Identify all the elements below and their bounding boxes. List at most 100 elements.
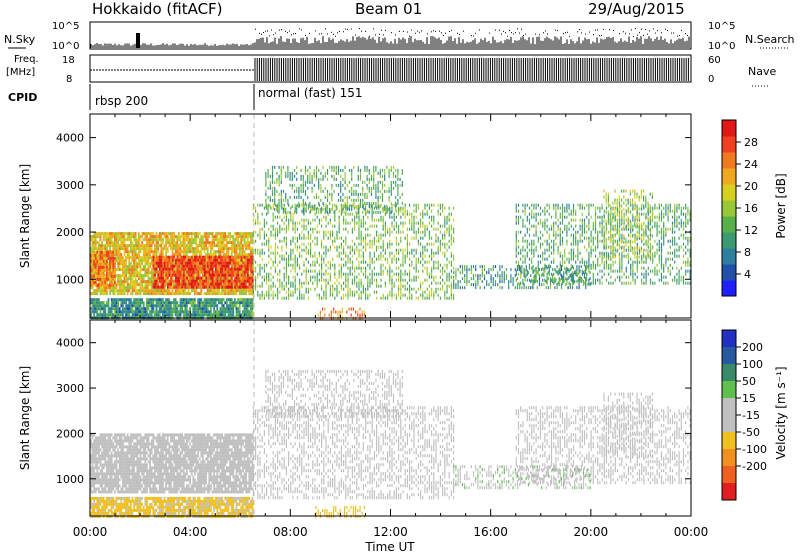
heatmap-cell <box>318 230 320 234</box>
heatmap-cell <box>202 304 204 308</box>
heatmap-cell <box>98 250 100 254</box>
heatmap-cell <box>349 245 351 249</box>
heatmap-cell <box>351 218 353 222</box>
heatmap-cell <box>345 272 347 276</box>
heatmap-cell <box>395 236 397 240</box>
heatmap-cell <box>150 283 153 287</box>
heatmap-cell <box>402 221 404 225</box>
heatmap-cell <box>187 258 190 262</box>
heatmap-cell <box>310 275 312 279</box>
heatmap-cell <box>136 271 139 275</box>
heatmap-cell <box>173 285 176 289</box>
nsearch-dot <box>335 35 336 37</box>
heatmap-cell <box>294 290 296 294</box>
heatmap-cell <box>110 253 113 257</box>
heatmap-cell <box>168 292 171 296</box>
heatmap-cell <box>149 247 151 251</box>
heatmap-cell <box>395 203 397 207</box>
heatmap-cell <box>349 251 351 255</box>
heatmap-cell <box>189 273 192 277</box>
heatmap-cell <box>134 259 137 263</box>
heatmap-cell <box>218 273 220 277</box>
heatmap-cell <box>336 248 338 252</box>
nsearch-dot <box>535 33 536 35</box>
heatmap-cell <box>240 282 243 286</box>
heatmap-cell <box>380 266 382 270</box>
heatmap-cell <box>211 244 214 248</box>
heatmap-cell <box>235 247 238 251</box>
heatmap-cell <box>234 301 236 305</box>
heatmap-cell <box>138 262 140 266</box>
heatmap-cell <box>219 301 222 305</box>
heatmap-cell <box>283 278 285 282</box>
heatmap-cell <box>99 244 102 248</box>
heatmap-cell <box>203 258 206 262</box>
heatmap-cell <box>197 273 200 277</box>
heatmap-cell <box>118 274 121 278</box>
heatmap-cell <box>126 244 129 248</box>
heatmap-cell <box>257 212 259 216</box>
heatmap-cell <box>245 285 248 289</box>
heatmap-cell <box>142 253 145 257</box>
heatmap-cell <box>152 292 155 296</box>
heatmap-cell <box>117 250 119 254</box>
heatmap-cell <box>104 277 107 281</box>
heatmap-cell <box>205 292 207 296</box>
heatmap-cell <box>175 285 177 289</box>
heatmap-cell <box>270 251 272 255</box>
heatmap-cell <box>104 262 107 266</box>
heatmap-cell <box>292 281 294 285</box>
heatmap-cell <box>277 209 279 213</box>
heatmap-cell <box>128 286 131 290</box>
heatmap-cell <box>98 235 100 239</box>
heatmap-cell <box>224 307 227 311</box>
heatmap-cell <box>203 285 206 289</box>
heatmap-cell <box>174 253 177 257</box>
heatmap-cell <box>251 279 254 283</box>
heatmap-cell <box>183 273 185 277</box>
heatmap-cell <box>208 244 211 248</box>
beam-title: Beam 01 <box>355 0 422 18</box>
heatmap-cell <box>283 296 285 300</box>
heatmap-cell <box>90 283 92 287</box>
heatmap-cell <box>223 267 225 271</box>
heatmap-cell <box>277 230 279 234</box>
heatmap-cell <box>305 206 307 210</box>
heatmap-cell <box>102 307 105 311</box>
heatmap-cell <box>141 298 143 302</box>
heatmap-cell <box>155 282 158 286</box>
heatmap-cell <box>257 221 259 225</box>
heatmap-cell <box>133 286 135 290</box>
heatmap-cell <box>123 298 126 302</box>
heatmap-cell <box>245 313 247 317</box>
heatmap-cell <box>365 266 367 270</box>
heatmap-cell <box>338 221 340 225</box>
nsearch-dot <box>263 32 264 34</box>
heatmap-cell <box>171 264 174 268</box>
heatmap-cell <box>187 273 190 277</box>
heatmap-cell <box>171 273 174 277</box>
heatmap-cell <box>205 270 208 274</box>
heatmap-cell <box>266 293 268 297</box>
heatmap-cell <box>158 253 161 257</box>
heatmap-cell <box>104 289 107 293</box>
heatmap-cell <box>107 304 110 308</box>
heatmap-cell <box>245 235 247 239</box>
nsearch-dot <box>475 32 476 34</box>
heatmap-cell <box>93 304 95 308</box>
heatmap-cell <box>99 313 102 317</box>
heatmap-cell <box>117 262 119 266</box>
heatmap-cell <box>347 284 349 288</box>
heatmap-cell <box>371 245 373 249</box>
heatmap-cell <box>380 278 382 282</box>
heatmap-cell <box>197 313 199 317</box>
heatmap-cell <box>211 258 214 262</box>
heatmap-cell <box>318 251 320 255</box>
heatmap-cell <box>146 244 148 248</box>
heatmap-cell <box>214 313 217 317</box>
heatmap-cell <box>133 235 135 239</box>
heatmap-cell <box>382 242 384 246</box>
heatmap-cell <box>136 307 139 311</box>
heatmap-cell <box>106 241 108 245</box>
heatmap-cell <box>371 269 373 273</box>
